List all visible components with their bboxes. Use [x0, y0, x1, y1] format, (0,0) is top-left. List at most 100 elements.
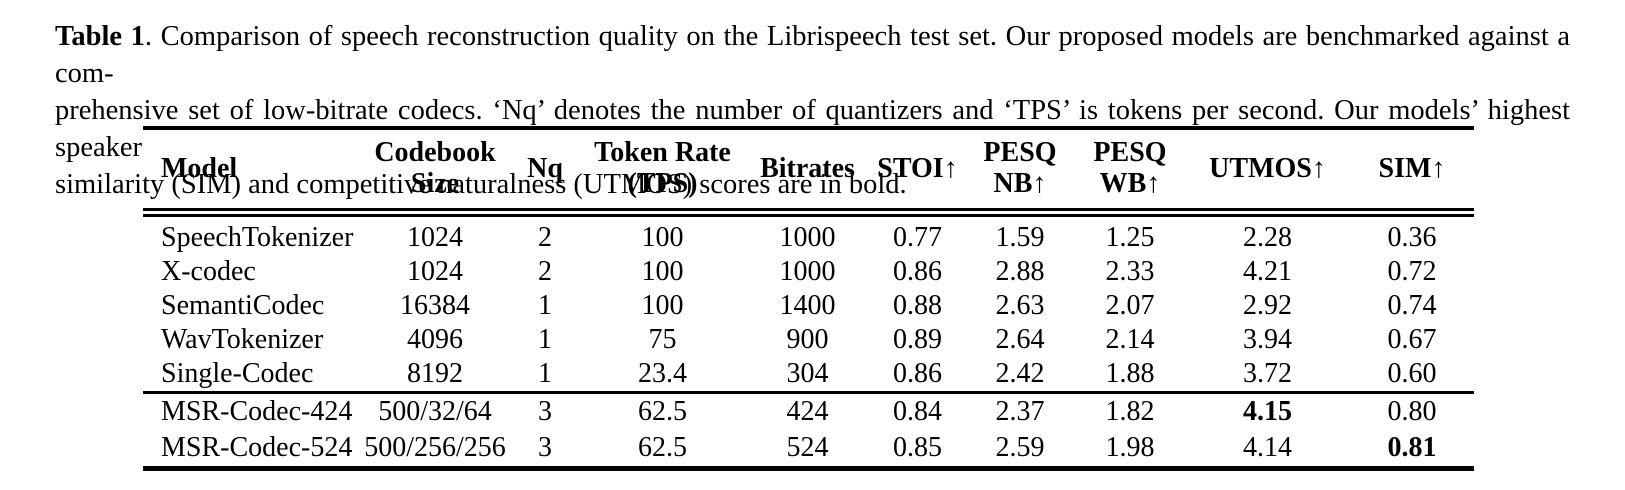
table-cell: 0.67 [1387, 324, 1437, 355]
table-cell: 2 [538, 256, 552, 287]
table-cell: 100 [641, 222, 684, 253]
header-line: (TPS) [627, 168, 698, 199]
proposed-models-group: MSR-Codec-424 500/32/64 3 62.5 424 0.84 … [143, 391, 1474, 469]
table-cell-best-sim: 0.81 [1387, 432, 1437, 463]
header-utmos: UTMOS↑ [1185, 128, 1350, 217]
header-row: Model Codebook Size Nq Token Rate (TPS) Bi… [143, 128, 1474, 217]
table-cell: 1.98 [1105, 432, 1155, 463]
model-cell: MSR-Codec-424 [143, 391, 360, 430]
table-cell: 2.88 [995, 256, 1045, 287]
header-line: NB↑ [993, 168, 1047, 199]
table-cell: 3.72 [1243, 358, 1292, 389]
table-cell: 3 [510, 391, 580, 430]
table-cell: 2.64 [995, 324, 1045, 355]
table-cell: 1.59 [995, 222, 1045, 253]
table-cell: 304 [786, 358, 829, 389]
table-row-wavtokenizer: WavTokenizer 4096 1 75 900 0.89 2.64 2.1… [143, 323, 1474, 357]
table-number-label: Table 1 [55, 21, 145, 52]
model-cell: Single-Codec [161, 358, 314, 389]
model-cell: MSR-Codec-524 [161, 432, 353, 463]
table-cell: 1 [538, 324, 552, 355]
table-cell: 2.14 [1105, 324, 1155, 355]
table-row-speechtokenizer: SpeechTokenizer 1024 2 100 1000 0.77 1.5… [143, 213, 1474, 256]
table-cell: 0.60 [1387, 358, 1437, 389]
table-cell: 900 [786, 324, 829, 355]
table-cell: 3 [538, 432, 552, 463]
table-cell: 0.89 [893, 324, 942, 355]
header-line: Codebook [374, 137, 496, 168]
caption-line-2: prehensive set of low-bitrate codecs. ‘N… [55, 95, 1570, 163]
header-line: WB↑ [1099, 168, 1161, 199]
table-cell: 4096 [407, 324, 463, 355]
table-cell: 0.77 [893, 222, 942, 253]
table-cell: 1400 [779, 290, 836, 321]
table-cell: 2.33 [1105, 256, 1155, 287]
table-cell: 75 [648, 324, 677, 355]
table-cell: 1.82 [1075, 391, 1185, 430]
table-row-semanticodec: SemantiCodec 16384 1 100 1400 0.88 2.63 … [143, 289, 1474, 323]
header-pesq-nb: PESQ NB↑ [965, 128, 1075, 217]
header-token-rate: Token Rate (TPS) [580, 128, 745, 217]
table-cell: 16384 [400, 290, 470, 321]
header-line: Nq [527, 152, 563, 184]
table-cell: 0.72 [1387, 256, 1437, 287]
table-cell: 1000 [779, 222, 836, 253]
model-cell: SemantiCodec [161, 290, 325, 321]
table-cell: 0.36 [1387, 222, 1437, 253]
table-cell: 1 [538, 290, 552, 321]
table-cell: 0.86 [893, 256, 942, 287]
table-cell: 500/32/64 [360, 391, 510, 430]
caption-line-1-text: . Comparison of speech reconstruction qu… [55, 21, 1570, 89]
header-nq: Nq [510, 128, 580, 217]
table-cell: 62.5 [638, 432, 687, 463]
table-cell: 524 [786, 432, 829, 463]
table-cell: 0.86 [893, 358, 942, 389]
table-cell: 1024 [407, 256, 463, 287]
header-codebook-size: Codebook Size [360, 128, 510, 217]
table-cell: 100 [641, 290, 684, 321]
table-cell: 2.92 [1243, 290, 1292, 321]
header-line: UTMOS↑ [1209, 152, 1326, 184]
table-cell: 1.88 [1105, 358, 1155, 389]
table-cell: 0.84 [870, 391, 965, 430]
table-cell: 500/256/256 [364, 432, 506, 463]
caption-line-1: Table 1. Comparison of speech reconstruc… [55, 18, 1570, 92]
table-cell: 1.25 [1105, 222, 1155, 253]
table-cell: 2.37 [965, 391, 1075, 430]
table-cell: 23.4 [638, 358, 687, 389]
table-row-msr-codec-524: MSR-Codec-524 500/256/256 3 62.5 524 0.8… [143, 430, 1474, 469]
model-cell: SpeechTokenizer [161, 222, 354, 253]
table-cell: 0.80 [1350, 391, 1474, 430]
table-cell-best-utmos: 4.15 [1185, 391, 1350, 430]
baseline-codecs-group: SpeechTokenizer 1024 2 100 1000 0.77 1.5… [143, 213, 1474, 393]
table-cell: 62.5 [580, 391, 745, 430]
table-cell: 1024 [407, 222, 463, 253]
results-table: Model Codebook Size Nq Token Rate (TPS) Bi… [143, 126, 1474, 471]
header-line: Size [410, 168, 460, 199]
table-cell: 1 [538, 358, 552, 389]
header-line: PESQ [983, 137, 1057, 168]
header-line: Token Rate [594, 137, 731, 168]
table-header: Model Codebook Size Nq Token Rate (TPS) Bi… [143, 128, 1474, 217]
table-cell: 2.07 [1105, 290, 1155, 321]
table-cell: 2 [538, 222, 552, 253]
table-cell: 2.59 [995, 432, 1045, 463]
header-bitrates: Bitrates [745, 128, 870, 217]
table-cell: 2.28 [1243, 222, 1292, 253]
table-cell: 2.42 [995, 358, 1045, 389]
header-line: Bitrates [760, 152, 855, 184]
header-sim: SIM↑ [1350, 128, 1474, 217]
header-line: SIM↑ [1378, 152, 1446, 184]
table-cell: 0.74 [1387, 290, 1437, 321]
table-cell: 100 [641, 256, 684, 287]
table-cell: 8192 [407, 358, 463, 389]
table-cell: 3.94 [1243, 324, 1292, 355]
table-row-single-codec: Single-Codec 8192 1 23.4 304 0.86 2.42 1… [143, 357, 1474, 393]
table-row-x-codec: X-codec 1024 2 100 1000 0.86 2.88 2.33 4… [143, 255, 1474, 289]
table-cell: 424 [745, 391, 870, 430]
table-cell: 2.63 [995, 290, 1045, 321]
header-model: Model [143, 128, 360, 217]
model-cell: X-codec [161, 256, 256, 287]
table-cell: 1000 [779, 256, 836, 287]
